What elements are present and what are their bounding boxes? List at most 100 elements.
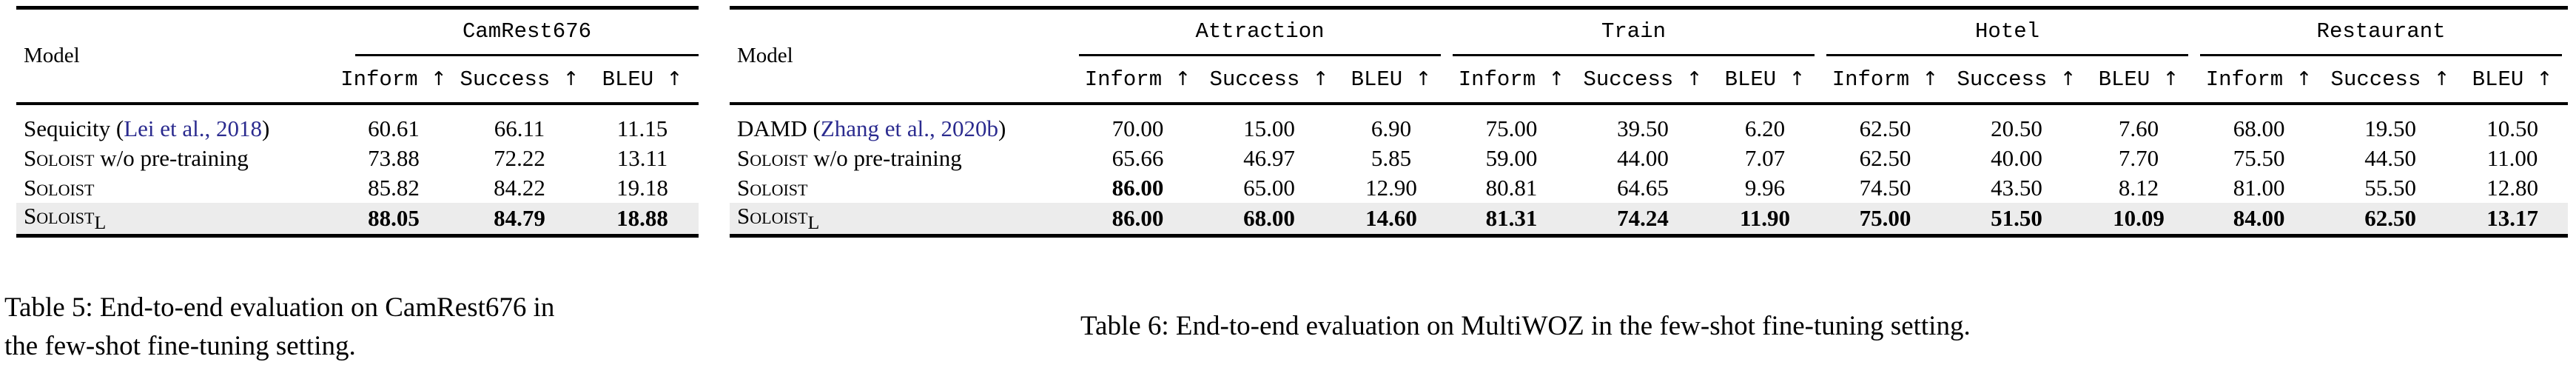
- value-cell: 8.12: [2118, 175, 2159, 201]
- value-cell: 15.00: [1203, 102, 1336, 144]
- column-header: Success ↑: [1576, 56, 1709, 104]
- value-cell: 65.66: [1112, 145, 1164, 171]
- value-cell: 11.00: [2486, 145, 2538, 171]
- value-cell: 46.97: [1243, 145, 1295, 171]
- model-name: Soloist: [16, 173, 334, 203]
- value-cell: 75.50: [2233, 145, 2285, 171]
- column-header-label: Success: [1209, 67, 1300, 92]
- group-header: Restaurant: [2200, 10, 2563, 56]
- value-cell: 73.88: [368, 145, 420, 171]
- value-cell: 75.00: [1447, 102, 1576, 144]
- group-header-cell: Hotel: [1820, 6, 2195, 56]
- column-header-label: Success: [2330, 67, 2421, 92]
- table-row: Soloist 85.82 84.22 19.18: [16, 173, 699, 203]
- table-row: Sequicity (Lei et al., 2018) 60.61 66.11 11…: [16, 102, 699, 144]
- table-6-caption: Table 6: End-to-end evaluation on MultiW…: [1080, 311, 1971, 341]
- header-row-group: Model Attraction Train Hotel Restaurant: [730, 6, 2569, 104]
- model-label: Sequicity: [24, 115, 111, 141]
- up-arrow-icon: ↑: [2162, 67, 2179, 90]
- value-cell: 12.80: [2486, 175, 2538, 201]
- value-cell: 10.50: [2457, 102, 2569, 144]
- table-row: Soloist w/o pre-training 73.88 72.22 13.11: [16, 144, 699, 173]
- citation-link[interactable]: Zhang et al., 2020b: [820, 115, 999, 141]
- model-header: Model: [16, 6, 334, 104]
- value-cell: 85.82: [368, 175, 420, 201]
- up-arrow-icon: ↑: [1548, 67, 1565, 90]
- model-name: DAMD (Zhang et al., 2020b): [730, 102, 1073, 144]
- value-cell: 60.61: [334, 102, 453, 144]
- column-header-label: Inform: [1084, 67, 1163, 92]
- citation-link[interactable]: Lei et al., 2018: [124, 115, 262, 141]
- group-header: CamRest676: [355, 10, 699, 56]
- up-arrow-icon: ↑: [1789, 67, 1806, 90]
- value-cell: 20.50: [1950, 102, 2084, 144]
- value-cell: 84.79: [453, 203, 586, 238]
- value-cell: 43.50: [1991, 175, 2042, 201]
- value-cell: 6.20: [1709, 102, 1821, 144]
- value-cell: 6.90: [1336, 102, 1447, 144]
- model-label: Soloist: [737, 175, 808, 201]
- value-cell: 9.96: [1744, 175, 1786, 201]
- value-cell: 68.00: [2194, 102, 2324, 144]
- value-cell: 5.85: [1371, 145, 1412, 171]
- caption-line-1: Table 5: End-to-end evaluation on CamRes…: [4, 292, 555, 323]
- value-cell: 39.50: [1576, 102, 1709, 144]
- column-header-label: Inform: [340, 67, 418, 92]
- column-header-label: Inform: [1458, 67, 1536, 92]
- value-cell: 86.00: [1073, 203, 1203, 238]
- value-cell: 59.00: [1485, 145, 1538, 171]
- column-header-label: BLEU: [2098, 67, 2150, 92]
- column-header-label: Success: [1583, 67, 1674, 92]
- group-header-cell: CamRest676: [334, 6, 699, 56]
- model-name: Soloist w/o pre-training: [730, 144, 1073, 173]
- group-header-cell: Train: [1447, 6, 1821, 56]
- column-header-label: BLEU: [2472, 67, 2524, 92]
- group-header: Attraction: [1079, 10, 1441, 56]
- model-name: Soloist w/o pre-training: [16, 144, 334, 173]
- value-cell: 7.07: [1744, 145, 1786, 171]
- value-cell: 74.50: [1859, 175, 1911, 201]
- column-header-label: Success: [1957, 67, 2048, 92]
- up-arrow-icon: ↑: [1686, 67, 1703, 90]
- header-row-group: Model CamRest676: [16, 6, 699, 104]
- value-cell: 14.60: [1336, 203, 1447, 238]
- header-row-columns: Inform ↑ Success ↑ BLEU ↑: [16, 56, 699, 104]
- column-header: Success ↑: [1950, 56, 2083, 104]
- model-suffix: w/o pre-training: [807, 145, 962, 171]
- column-header: Inform ↑: [1447, 56, 1576, 104]
- model-subscript: L: [94, 212, 107, 234]
- value-cell: 13.11: [616, 145, 668, 171]
- value-cell: 74.24: [1576, 203, 1709, 238]
- up-arrow-icon: ↑: [666, 67, 683, 90]
- model-name: SoloistL: [16, 203, 334, 238]
- value-cell: 81.31: [1447, 203, 1576, 238]
- table-row: Soloist w/o pre-training 65.66 46.97 5.85 59…: [730, 144, 2568, 173]
- model-label: Soloist: [737, 145, 808, 171]
- column-header: Inform ↑: [2194, 56, 2324, 104]
- model-subscript: L: [807, 212, 820, 234]
- up-arrow-icon: ↑: [431, 67, 447, 90]
- column-header: Inform ↑: [1073, 56, 1203, 104]
- group-header: Hotel: [1826, 10, 2189, 56]
- value-cell: 64.65: [1617, 175, 1669, 201]
- column-header-label: BLEU: [602, 67, 654, 92]
- column-header: BLEU ↑: [2457, 56, 2568, 104]
- model-suffix: w/o pre-training: [94, 145, 249, 171]
- up-arrow-icon: ↑: [1922, 67, 1939, 90]
- table-row: SoloistL 86.00 68.00 14.60 81.31 74.24 11.90 75…: [730, 203, 2569, 238]
- up-arrow-icon: ↑: [1312, 67, 1329, 90]
- value-cell: 80.81: [1485, 175, 1538, 201]
- value-cell: 13.17: [2457, 203, 2569, 238]
- column-header: Success ↑: [2324, 56, 2457, 104]
- column-header-label: BLEU: [1724, 67, 1777, 92]
- up-arrow-icon: ↑: [1174, 67, 1191, 90]
- table-6: Model Attraction Train Hotel Restaurant Infor…: [730, 6, 2569, 238]
- value-cell: 11.15: [586, 102, 699, 144]
- table-row: Soloist 86.00 65.00 12.90 80.81 64.65 9.96 74.5…: [730, 173, 2568, 203]
- value-cell: 62.50: [1859, 145, 1911, 171]
- table-row: SoloistL 88.05 84.79 18.88: [16, 203, 699, 238]
- value-cell: 70.00: [1073, 102, 1203, 144]
- column-header-label: BLEU: [1351, 67, 1403, 92]
- column-header: Success ↑: [1203, 56, 1336, 104]
- value-cell: 51.50: [1950, 203, 2084, 238]
